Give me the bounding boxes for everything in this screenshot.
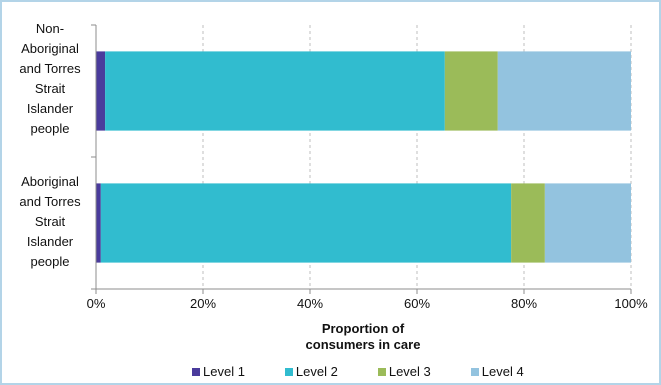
legend-item-level-3: Level 3: [377, 364, 431, 380]
x-tick-label: 80%: [511, 296, 537, 311]
bar-level-1-category-1: [96, 51, 106, 131]
legend-item-level-2: Level 2: [284, 364, 338, 380]
legend-item-level-1: Level 1: [192, 364, 245, 380]
bar-level-1-category-2: [96, 183, 101, 263]
bar-level-3-category-2: [511, 183, 545, 263]
category-label-non-aboriginal: Non-Aboriginal and Torres Strait Islande…: [19, 21, 81, 136]
legend-swatch: [470, 368, 479, 376]
category-label-aboriginal: Aboriginal and Torres Strait Islander pe…: [19, 174, 81, 269]
legend-swatch: [192, 368, 200, 376]
legend-label: Level 4: [481, 364, 524, 379]
x-tick-label: 100%: [614, 296, 648, 311]
legend-item-level-4: Level 4: [470, 364, 524, 380]
bar-level-3-category-1: [444, 51, 498, 131]
legend-swatch: [284, 368, 293, 376]
x-tick-label: 60%: [404, 296, 430, 311]
x-axis-title: Proportion of consumers in care: [305, 321, 421, 352]
legend-label: Level 3: [388, 364, 431, 379]
legend-label: Level 2: [295, 364, 338, 379]
x-tick-label: 0%: [87, 296, 106, 311]
bar-level-2-category-2: [100, 183, 512, 263]
bar-level-4-category-2: [544, 183, 631, 263]
legend: Level 1 Level 2 Level 3 Level 4: [192, 364, 524, 380]
x-tick-label: 20%: [190, 296, 216, 311]
bar-level-2-category-1: [105, 51, 445, 131]
x-tick-label: 40%: [297, 296, 323, 311]
legend-label: Level 1: [203, 364, 245, 379]
bar-level-4-category-1: [497, 51, 631, 131]
legend-swatch: [377, 368, 386, 376]
